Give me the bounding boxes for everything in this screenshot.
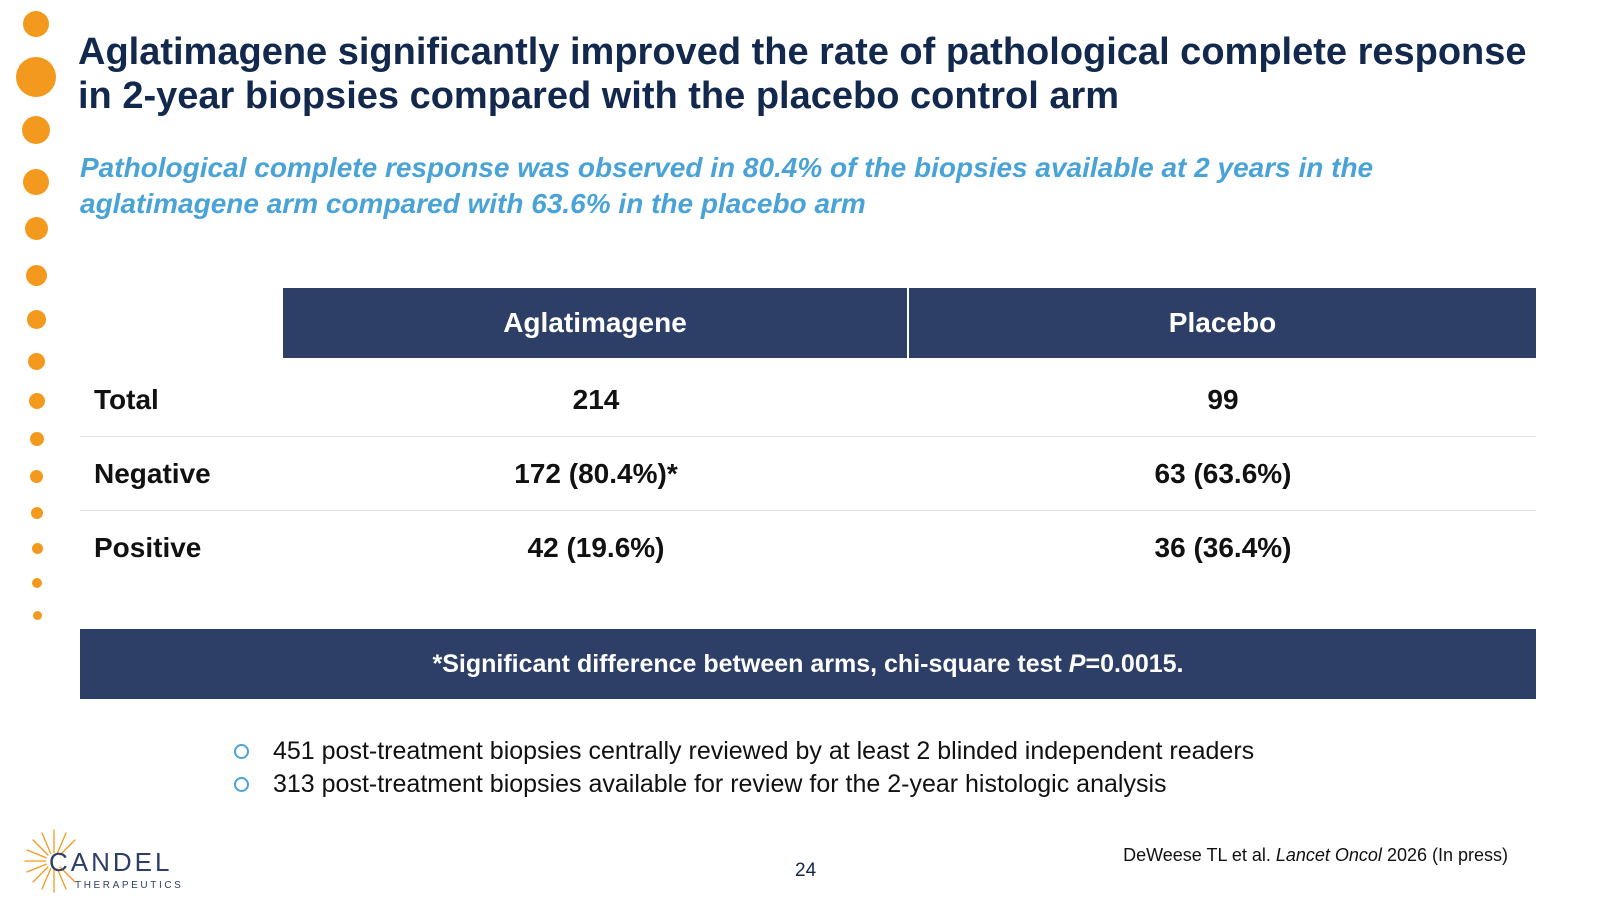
cell-aglatimagene: 42 (19.6%) — [527, 532, 665, 563]
row-label: Negative — [94, 458, 211, 489]
decorative-dot — [32, 543, 43, 554]
row-label: Positive — [94, 532, 202, 563]
decorative-dot — [28, 353, 45, 370]
logo-name: CANDEL — [49, 847, 172, 877]
row-label: Total — [94, 384, 159, 415]
page-number: 24 — [795, 860, 817, 881]
decorative-dot — [22, 116, 50, 144]
decorative-dot — [26, 265, 47, 286]
decorative-dot — [16, 57, 56, 97]
hollow-circle-bullet-icon — [234, 777, 249, 792]
slide-title: Aglatimagene significantly improved the … — [78, 31, 1527, 117]
table-header-aglatimagene: Aglatimagene — [283, 288, 907, 358]
decorative-dot — [29, 393, 45, 409]
logo-tagline: THERAPEUTICS — [75, 880, 183, 891]
decorative-dot — [23, 11, 49, 37]
cell-aglatimagene: 172 (80.4%)* — [514, 458, 678, 489]
decorative-dot — [33, 611, 42, 620]
decorative-dot — [32, 578, 42, 588]
decorative-dot — [30, 432, 44, 446]
cell-placebo: 99 — [1207, 384, 1239, 415]
note-suffix: =0.0015. — [1085, 649, 1184, 678]
table-row-positive: Positive 42 (19.6%) 36 (36.4%) — [80, 512, 1536, 584]
slide-subtitle: Pathological complete response was obser… — [80, 152, 1374, 219]
hollow-circle-bullet-icon — [234, 744, 249, 759]
citation-journal: Lancet Oncol — [1275, 845, 1382, 865]
candel-logo: CANDEL THERAPEUTICS — [24, 829, 183, 893]
decorative-dot — [31, 507, 43, 519]
table-row-negative: Negative 172 (80.4%)* 63 (63.6%) — [80, 438, 1536, 511]
cell-aglatimagene: 214 — [572, 384, 620, 415]
decorative-dot — [25, 217, 48, 240]
header-label: Aglatimagene — [503, 307, 687, 338]
table-row-total: Total 214 99 — [80, 364, 1536, 437]
note-p-symbol: P — [1068, 649, 1086, 678]
list-item: 313 post-treatment biopsies available fo… — [234, 768, 1254, 801]
citation-rest: 2026 (In press) — [1381, 845, 1508, 865]
header-label: Placebo — [1168, 307, 1277, 338]
bullet-list: 451 post-treatment biopsies centrally re… — [234, 735, 1254, 801]
list-item: 451 post-treatment biopsies centrally re… — [234, 735, 1254, 768]
table-header-placebo: Placebo — [909, 288, 1536, 358]
citation: DeWeese TL et al. Lancet Oncol 2026 (In … — [1123, 845, 1508, 866]
citation-authors: DeWeese TL et al. — [1123, 845, 1276, 865]
note-prefix: *Significant difference between arms, ch… — [432, 649, 1069, 678]
decorative-dot — [27, 310, 46, 329]
bullet-text: 313 post-treatment biopsies available fo… — [273, 770, 1167, 798]
bullet-text: 451 post-treatment biopsies centrally re… — [273, 737, 1255, 765]
cell-placebo: 63 (63.6%) — [1154, 458, 1292, 489]
decorative-dot — [30, 470, 43, 483]
significance-note: *Significant difference between arms, ch… — [80, 629, 1536, 699]
decorative-dot — [23, 169, 49, 195]
cell-placebo: 36 (36.4%) — [1154, 532, 1292, 563]
